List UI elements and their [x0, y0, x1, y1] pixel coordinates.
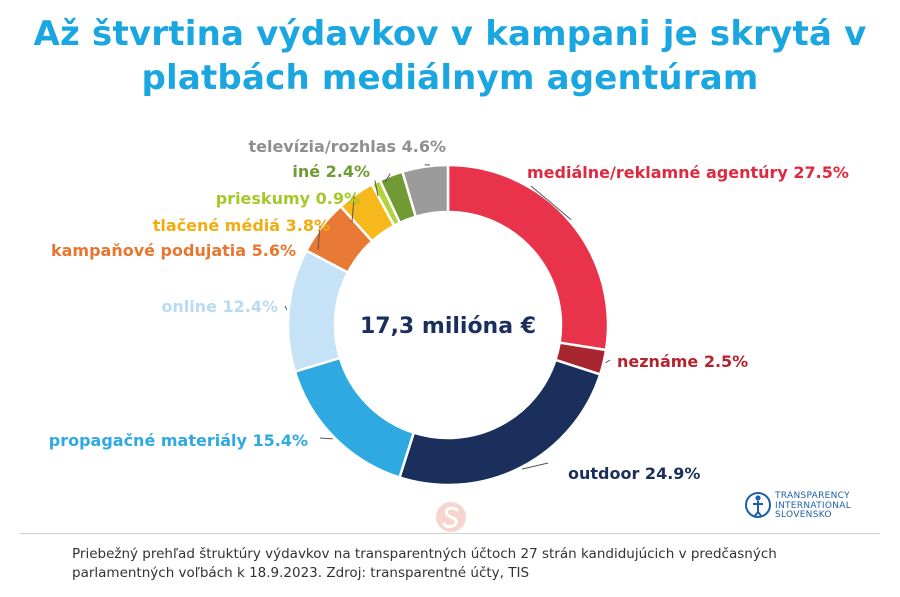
slice-label: iné 2.4%	[292, 162, 370, 181]
transparency-logo-text: TRANSPARENCY INTERNATIONAL SLOVENSKO	[775, 491, 852, 521]
leader-line	[317, 225, 321, 251]
leader-line	[284, 305, 288, 310]
slice-label: propagačné materiály 15.4%	[49, 431, 308, 450]
slice-label: outdoor 24.9%	[568, 464, 700, 483]
slice-label: prieskumy 0.9%	[216, 189, 360, 208]
leader-line	[605, 359, 611, 364]
donut-slice	[293, 356, 416, 480]
leader-line	[384, 173, 391, 183]
slice-label: neznáme 2.5%	[617, 352, 748, 371]
logo-line-3: SLOVENSKO	[775, 510, 832, 520]
leader-line	[374, 180, 379, 197]
logo-line-2: INTERNATIONAL	[775, 500, 852, 511]
brand-logo-icon	[436, 502, 466, 532]
transparency-logo: TRANSPARENCY INTERNATIONAL SLOVENSKO	[745, 490, 875, 522]
logo-line-1: TRANSPARENCY	[775, 491, 850, 501]
donut-slice	[400, 163, 450, 219]
divider	[20, 533, 880, 534]
chart-title: Až štvrtina výdavkov v kampani je skrytá…	[33, 14, 867, 98]
slice-label: televízia/rozhlas 4.6%	[248, 137, 446, 156]
transparency-logo-icon	[745, 492, 771, 518]
leader-line	[521, 462, 549, 470]
slice-label: tlačené médiá 3.8%	[153, 216, 330, 235]
source-note: Priebežný prehľad štruktúry výdavkov na …	[72, 546, 777, 581]
center-total-label: 17,3 milióna €	[360, 314, 536, 339]
slice-label: online 12.4%	[161, 297, 278, 316]
slice-label: kampaňové podujatia 5.6%	[51, 241, 296, 260]
leader-line	[351, 192, 355, 223]
leader-line	[319, 437, 333, 440]
leader-line	[530, 185, 572, 221]
slice-label: mediálne/reklamné agentúry 27.5%	[527, 163, 849, 182]
